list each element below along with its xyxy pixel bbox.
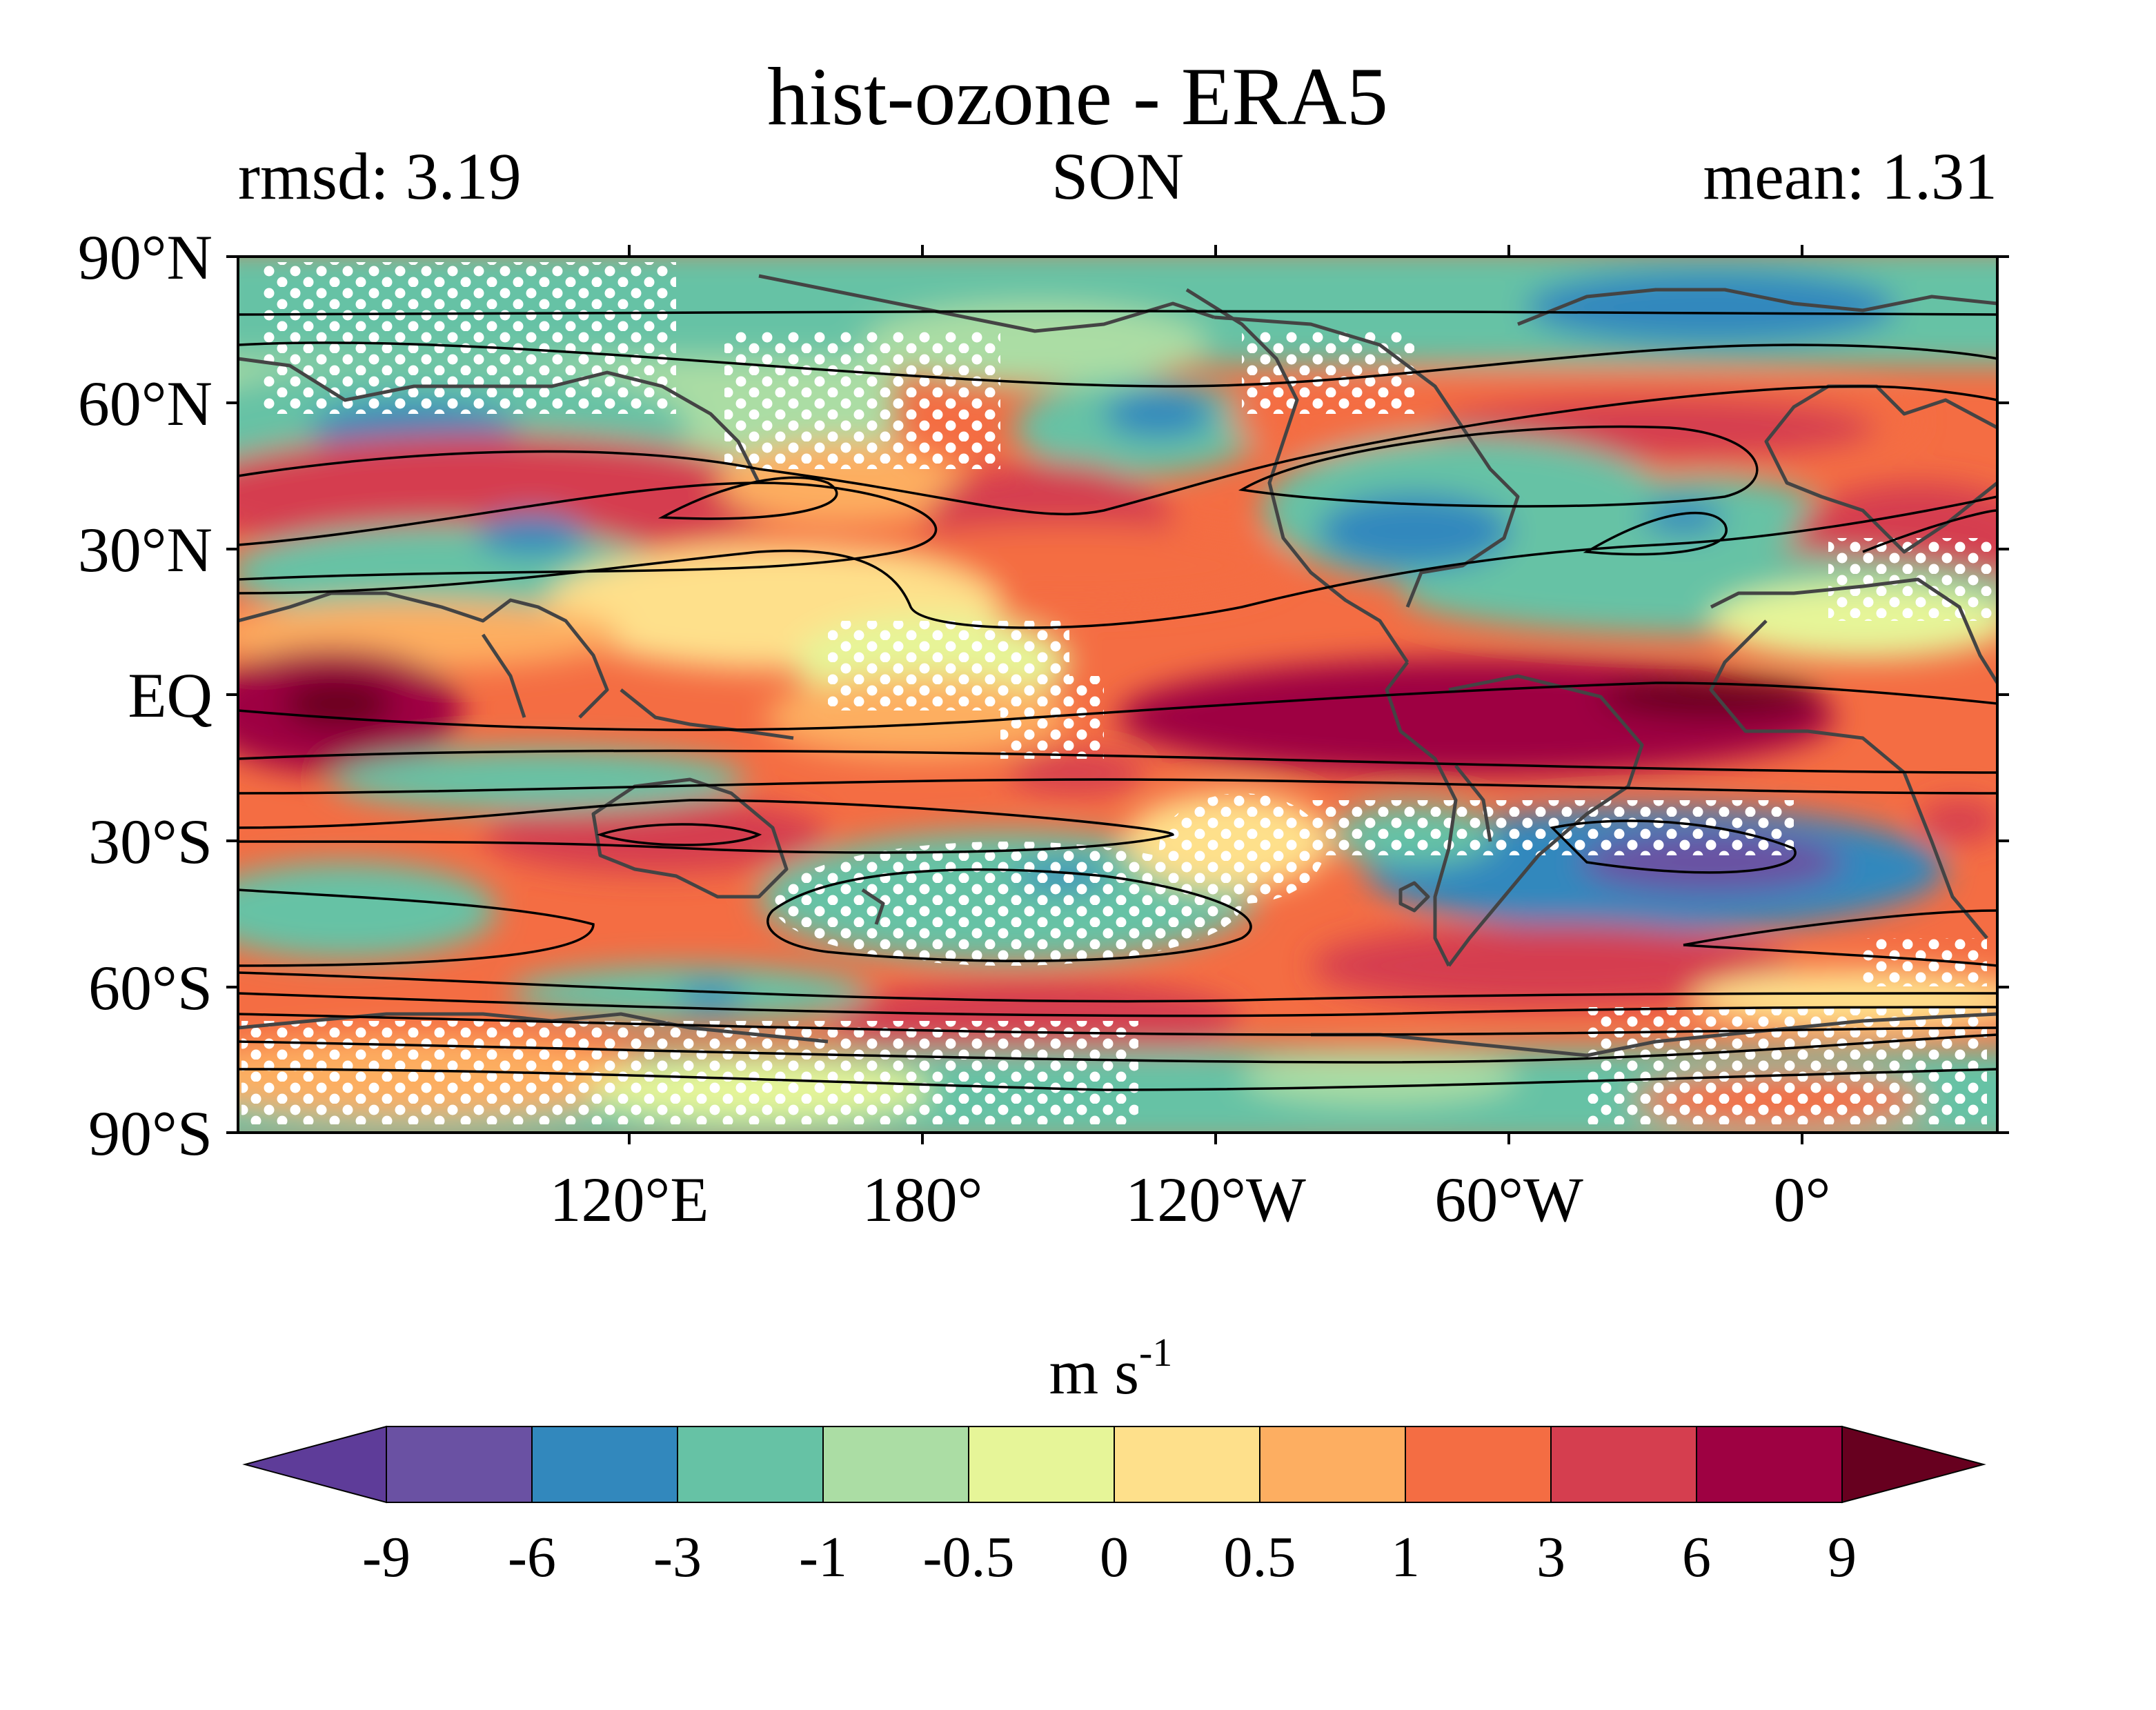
lon-label: 60°W [1434,1164,1583,1235]
colorbar-swatch [677,1426,824,1503]
lat-label: 30°S [88,806,212,877]
lat-label: 60°S [88,953,212,1023]
lat-label: 30°N [78,515,212,585]
colorbar-tick-label: 9 [1828,1525,1857,1589]
colorbar-tick-label: 0.5 [1224,1525,1296,1589]
lat-label: 90°S [88,1098,212,1169]
colorbar-tick-label: 3 [1536,1525,1565,1589]
colorbar-tick-label: -3 [653,1525,702,1589]
colorbar: m s-1 -9 -6 -3 -1 -0.5 0 0.5 1 3 6 9 [242,1330,1986,1589]
colorbar-swatch [968,1426,1115,1503]
axis-ticks [226,245,2009,1144]
colorbar-tick-label: -1 [799,1525,847,1589]
colorbar-swatch [531,1426,678,1503]
colorbar-swatch [1405,1426,1552,1503]
colorbar-swatches [242,1425,1986,1504]
colorbar-swatch [822,1426,969,1503]
colorbar-extend-low [242,1425,387,1504]
lat-label: EQ [128,660,212,730]
lon-label: 120°W [1125,1164,1306,1235]
unit-exponent: -1 [1139,1330,1172,1375]
colorbar-tick-label: 6 [1682,1525,1711,1589]
lon-label: 0° [1774,1164,1831,1235]
filled-contours [238,257,1997,1133]
colorbar-swatch [1550,1426,1697,1503]
lon-label: 120°E [550,1164,709,1235]
colorbar-tick-label: -9 [362,1525,411,1589]
colorbar-tick-label: 0 [1100,1525,1129,1589]
colorbar-swatch [1114,1426,1260,1503]
colorbar-labels: -9 -6 -3 -1 -0.5 0 0.5 1 3 6 9 [362,1525,1857,1589]
unit-base: m s [1049,1337,1139,1407]
stippling [241,262,1994,1124]
longitude-labels: 120°E 180° 120°W 60°W 0° [550,1164,1831,1235]
colorbar-swatch [1696,1426,1843,1503]
colorbar-swatch [1259,1426,1406,1503]
colorbar-unit: m s-1 [1049,1330,1173,1407]
plot-title: hist-ozone - ERA5 [767,50,1388,142]
rmsd-annotation: rmsd: 3.19 [238,139,522,213]
map-panel: 90°N 60°N 30°N EQ 30°S 60°S 90°S 120°E 1… [78,222,2009,1235]
lat-label: 90°N [78,222,212,292]
colorbar-tick-label: 1 [1391,1525,1420,1589]
colorbar-swatch [386,1426,533,1503]
lon-label: 180° [862,1164,983,1235]
season-annotation: SON [1051,139,1184,213]
climatology-contours [238,310,1997,1091]
latitude-labels: 90°N 60°N 30°N EQ 30°S 60°S 90°S [78,222,212,1169]
colorbar-tick-label: -0.5 [923,1525,1015,1589]
lat-label: 60°N [78,368,212,439]
colorbar-tick-label: -6 [508,1525,556,1589]
mean-annotation: mean: 1.31 [1703,139,1997,213]
colorbar-extend-high [1841,1425,1986,1504]
